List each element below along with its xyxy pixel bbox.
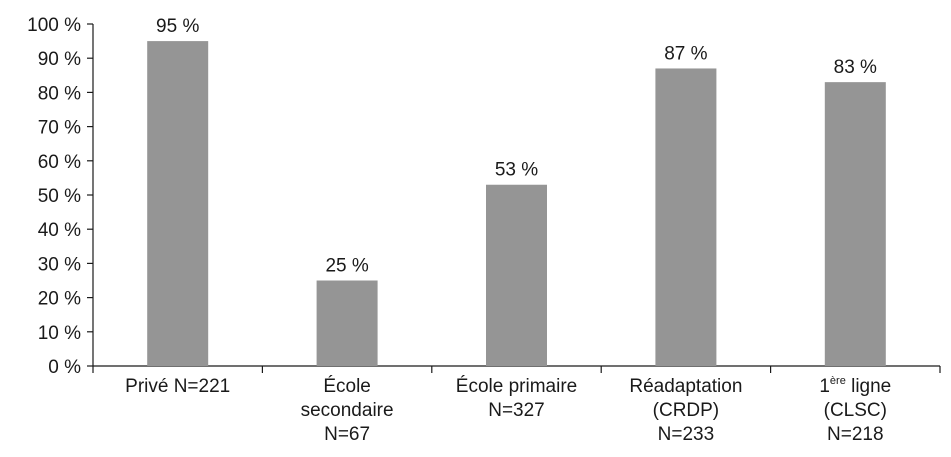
bar <box>316 280 378 366</box>
category-label: École primaire N=327 <box>456 376 577 421</box>
y-tick-label: 80 % <box>38 83 81 104</box>
category-labels: Privé N=221 École secondaire N=67 École prim… <box>125 375 891 445</box>
y-tick-label: 40 % <box>38 220 81 241</box>
category-label: Réadaptation (CRDP) N=233 <box>629 376 742 445</box>
y-tick-label: 90 % <box>38 49 81 70</box>
y-axis: 0 % 10 % 20 % 30 % 40 % 50 % 60 % 70 % 80 % 90 % 1… <box>27 15 94 378</box>
y-tick-label: 20 % <box>38 289 81 310</box>
bar <box>824 82 886 366</box>
y-tick-label: 70 % <box>38 118 81 139</box>
category-label: 1ère ligne (CLSC) N=218 <box>819 375 891 445</box>
value-label: 83 % <box>834 57 877 78</box>
bar <box>655 68 717 367</box>
value-label: 95 % <box>156 16 199 37</box>
y-tick-label: 50 % <box>38 186 81 207</box>
y-tick-label: 60 % <box>38 152 81 173</box>
bar <box>147 41 209 366</box>
value-label: 87 % <box>664 43 707 64</box>
y-tick-label: 100 % <box>27 15 81 36</box>
bar <box>486 184 547 366</box>
value-label: 25 % <box>325 256 368 277</box>
value-label: 53 % <box>495 160 538 181</box>
y-tick-label: 0 % <box>48 357 81 378</box>
y-tick-label: 10 % <box>38 323 81 344</box>
category-label: Privé N=221 <box>125 376 230 397</box>
category-label: École secondaire N=67 <box>301 376 394 445</box>
x-axis <box>92 365 941 373</box>
y-tick-label: 30 % <box>38 254 81 275</box>
value-labels: 95 % 25 % 53 % 87 % 83 % <box>156 16 877 276</box>
bars <box>147 41 886 367</box>
